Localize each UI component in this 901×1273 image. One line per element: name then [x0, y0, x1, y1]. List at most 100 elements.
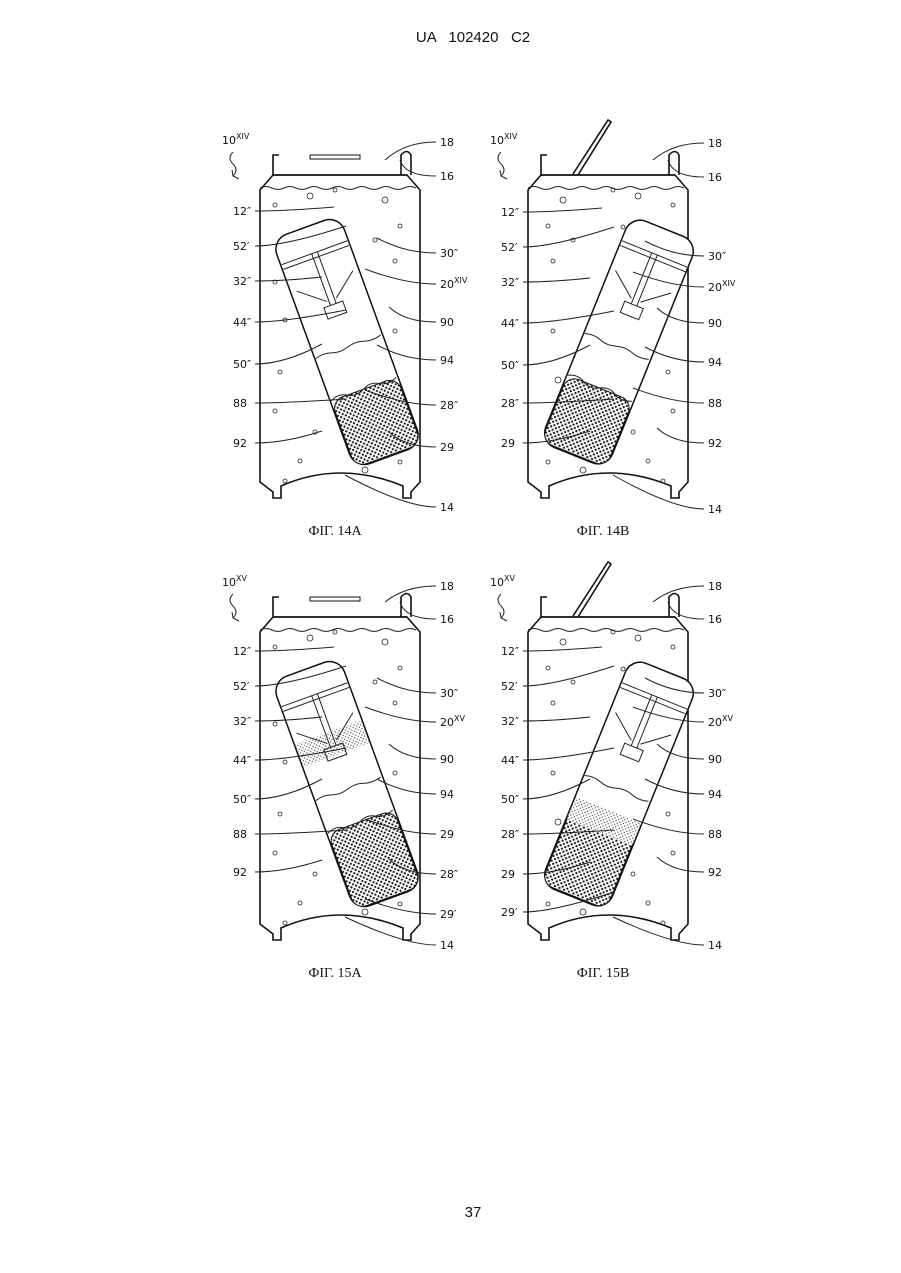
reference-label: 88: [233, 828, 247, 841]
liquid-surface: [260, 629, 416, 632]
bubble: [278, 370, 282, 374]
reference-label: 44″: [501, 754, 519, 767]
reference-label: 28″: [501, 397, 519, 410]
bubble: [631, 430, 635, 434]
leader-line: [657, 857, 704, 872]
leader-line: [255, 207, 334, 211]
open-tab: [573, 120, 611, 175]
leader-line: [613, 475, 704, 509]
reference-label: 52′: [233, 240, 250, 253]
bubble: [333, 188, 337, 192]
reference-label: 14: [440, 939, 454, 952]
bubble: [398, 224, 402, 228]
bubble: [283, 921, 287, 925]
bubble: [580, 467, 586, 473]
leader-line: [633, 819, 704, 834]
reference-label: 44″: [233, 316, 251, 329]
reference-label: 52′: [233, 680, 250, 693]
reference-label: 10XV: [490, 574, 515, 589]
label-base: 20: [708, 281, 722, 294]
reference-label: 44″: [233, 754, 251, 767]
leader-line: [400, 160, 436, 176]
reference-label: 92: [708, 866, 722, 879]
liquid-surface: [528, 187, 684, 190]
bubble: [631, 872, 635, 876]
figure: 10XV181612″52′30″32″20XV44″9050″9428″882…: [490, 562, 733, 981]
reference-label: 28″: [440, 399, 458, 412]
reference-label: 90: [708, 753, 722, 766]
reference-label: 29: [440, 441, 454, 454]
bubble: [373, 238, 377, 242]
reference-label: 32″: [501, 276, 519, 289]
label-superscript: XV: [236, 574, 247, 583]
bubble: [671, 851, 675, 855]
bubble: [646, 901, 650, 905]
bubble: [273, 409, 277, 413]
reference-label: 16: [708, 613, 722, 626]
leader-line: [389, 307, 436, 322]
reference-label: 29: [501, 437, 515, 450]
bubble: [560, 639, 566, 645]
leader-line: [377, 678, 436, 693]
bubble: [283, 479, 287, 483]
figure-caption: ФІГ. 15А: [308, 966, 362, 981]
bubble: [313, 872, 317, 876]
leader-line: [255, 431, 322, 443]
reference-label: 92: [708, 437, 722, 450]
reference-label: 20XIV: [708, 279, 736, 294]
arrow: [498, 594, 507, 621]
reference-label: 29: [440, 828, 454, 841]
bubble: [555, 819, 561, 825]
reference-label: 90: [440, 753, 454, 766]
capsule: [540, 657, 698, 910]
figure-caption: ФІГ. 14А: [308, 524, 362, 539]
leader-line: [523, 647, 602, 651]
label-base: 20: [708, 716, 722, 729]
reference-label: 52′: [501, 680, 518, 693]
bubble: [283, 760, 287, 764]
leader-line: [523, 208, 602, 212]
label-base: 20: [440, 278, 454, 291]
bubble: [393, 329, 397, 333]
reference-label: 94: [440, 354, 454, 367]
bubble: [546, 902, 550, 906]
bubble: [393, 701, 397, 705]
bubble: [398, 460, 402, 464]
reference-label: 92: [233, 866, 247, 879]
leader-line: [523, 717, 590, 721]
label-base: 10: [222, 134, 236, 147]
figure: 10XV181612″52′30″32″20XV44″9050″94882992…: [222, 574, 465, 981]
reference-label: 52′: [501, 241, 518, 254]
reference-label: 16: [708, 171, 722, 184]
leader-line: [377, 238, 436, 253]
reference-label: 32″: [233, 715, 251, 728]
bubble: [635, 635, 641, 641]
can-top: [541, 152, 679, 176]
bubble: [298, 901, 302, 905]
bubble: [333, 630, 337, 634]
label-base: 20: [440, 716, 454, 729]
bubble: [551, 771, 555, 775]
bubble: [551, 701, 555, 705]
label-superscript: XV: [504, 574, 515, 583]
arrow: [230, 152, 239, 179]
leader-line: [657, 428, 704, 443]
reference-label: 50″: [501, 793, 519, 806]
capsule: [271, 215, 422, 469]
bubble: [307, 193, 313, 199]
reference-label: 10XIV: [222, 132, 250, 147]
patent-page: UA 102420 C2 37 10XIV181612″52′30″32″20X…: [0, 0, 901, 1273]
bubble: [278, 812, 282, 816]
can-top: [541, 594, 679, 618]
reference-label: 50″: [233, 358, 251, 371]
reference-label: 16: [440, 170, 454, 183]
label-superscript: XIV: [504, 132, 518, 141]
reference-label: 88: [233, 397, 247, 410]
leader-line: [365, 707, 436, 722]
label-superscript: XV: [722, 714, 733, 723]
bubble: [307, 635, 313, 641]
bubble: [671, 409, 675, 413]
reference-label: 28″: [440, 868, 458, 881]
bubble: [298, 459, 302, 463]
reference-label: 14: [440, 501, 454, 514]
